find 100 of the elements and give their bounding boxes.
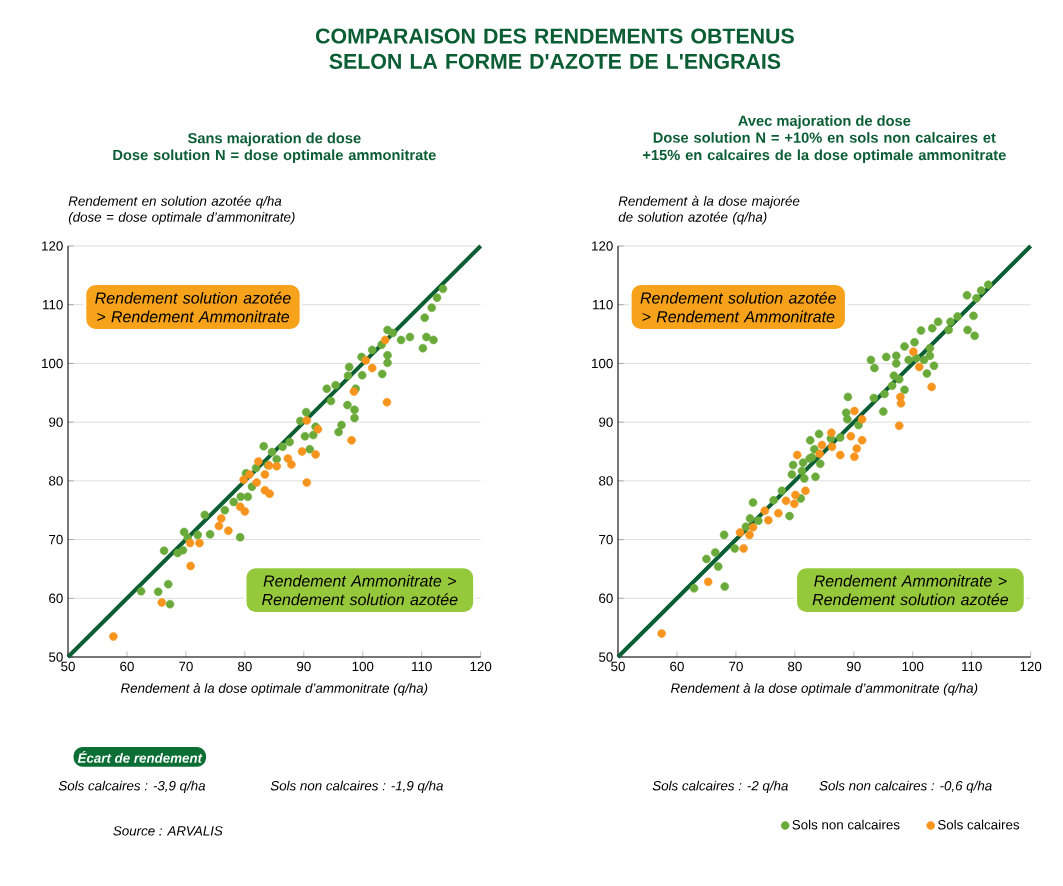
point xyxy=(894,421,904,430)
x-axis-title: Rendement à la dose optimale d’ammonitrate (q/ha) xyxy=(120,682,428,696)
x-tick-label: 50 xyxy=(61,661,75,672)
chart-subtitle: Dose solution N = dose optimale ammonitrate xyxy=(113,149,436,164)
chart-subtitle: Dose solution N = +10% en sols non calcaires et +15% en calcaires de la dose optimale ammonitrate xyxy=(642,132,1006,164)
x-tick-label: 90 xyxy=(847,661,861,672)
point xyxy=(748,522,758,532)
point xyxy=(224,526,233,536)
point xyxy=(835,450,845,460)
y-tick-label: 80 xyxy=(599,476,613,486)
point xyxy=(347,436,356,445)
y-axis-title: Rendement en solution azotée q/ha (dose = dose optimale d’ammonitrate) xyxy=(68,195,295,225)
annotation: Rendement solution azotée > Rendement Ammonitrate xyxy=(95,291,291,323)
point xyxy=(186,561,195,571)
x-tick-label: 60 xyxy=(120,661,134,672)
point xyxy=(739,544,748,553)
point xyxy=(367,363,377,373)
point xyxy=(703,577,713,587)
y-tick-label: 100 xyxy=(42,358,63,369)
point xyxy=(157,598,167,607)
text: COMPARAISON DES RENDEMENTS OBTENUS SELON LA FORME D'AZOTE DE L'ENGRAIS xyxy=(316,28,794,69)
point xyxy=(790,499,799,509)
point xyxy=(850,406,859,416)
x-axis-title: Rendement à la dose optimale d’ammonitrate (q/ha) xyxy=(670,682,978,696)
text: Sols calcaires : -3,9 q/ha xyxy=(58,780,206,794)
annotation: Rendement Ammonitrate > Rendement solution azotée xyxy=(812,574,1009,606)
y-tick-label: 90 xyxy=(49,417,63,427)
x-tick-label: 100 xyxy=(902,661,924,672)
point xyxy=(254,457,263,466)
point xyxy=(896,399,906,408)
y-tick-label: 90 xyxy=(599,417,613,427)
point xyxy=(735,528,745,537)
legend-label: Sols non calcaires xyxy=(792,819,900,830)
chart-title: Avec majoration de dose xyxy=(738,115,911,129)
point xyxy=(302,416,312,425)
y-tick-label: 80 xyxy=(49,476,63,486)
y-tick-label: 70 xyxy=(49,534,63,545)
point xyxy=(311,450,320,459)
point xyxy=(781,496,791,506)
x-tick-label: 90 xyxy=(297,661,311,672)
point xyxy=(791,490,800,500)
point xyxy=(272,461,281,471)
text: Sols calcaires : -2 q/ha xyxy=(652,780,788,794)
point xyxy=(657,629,666,638)
y-tick-label: 110 xyxy=(593,300,613,310)
y-tick-label: 100 xyxy=(592,358,613,369)
point xyxy=(827,442,837,452)
text: Sols non calcaires : -1,9 q/ha xyxy=(270,780,443,794)
x-tick-label: 110 xyxy=(962,661,982,672)
point xyxy=(297,447,307,456)
point xyxy=(302,478,312,487)
text: Écart de rendement xyxy=(77,750,203,763)
y-tick-label: 50 xyxy=(599,652,613,662)
y-tick-label: 110 xyxy=(43,300,63,310)
point xyxy=(109,632,118,641)
point xyxy=(927,382,936,392)
y-tick-label: 70 xyxy=(599,534,613,545)
annotation: Rendement Ammonitrate > Rendement solution azotée xyxy=(262,574,458,606)
point xyxy=(265,489,274,499)
point xyxy=(857,414,867,424)
point xyxy=(846,431,856,441)
point xyxy=(815,449,824,459)
point xyxy=(195,538,204,548)
point xyxy=(792,450,802,460)
point xyxy=(380,335,390,345)
text: Sols non calcaires : -0,6 q/ha xyxy=(819,780,992,794)
y-axis-title: Rendement à la dose majorée de solution azotée (q/ha) xyxy=(618,195,800,225)
x-tick-label: 70 xyxy=(179,661,193,672)
point xyxy=(857,436,867,445)
point xyxy=(185,538,195,548)
y-tick-label: 120 xyxy=(592,241,613,251)
x-tick-label: 120 xyxy=(470,661,492,672)
point xyxy=(764,515,773,525)
point xyxy=(909,347,918,356)
y-tick-label: 60 xyxy=(49,593,63,603)
y-tick-label: 50 xyxy=(49,652,63,662)
point xyxy=(287,460,296,469)
point xyxy=(745,530,754,540)
x-tick-label: 80 xyxy=(238,661,252,672)
y-tick-label: 120 xyxy=(42,241,63,251)
x-tick-label: 120 xyxy=(1020,661,1042,672)
x-tick-label: 100 xyxy=(352,661,374,672)
annotation: Rendement solution azotée > Rendement Ammonitrate xyxy=(640,291,836,323)
point xyxy=(239,475,248,484)
point xyxy=(252,478,261,487)
point xyxy=(217,514,226,523)
x-tick-label: 110 xyxy=(412,661,432,672)
point xyxy=(801,486,810,496)
point xyxy=(361,356,370,365)
x-tick-label: 60 xyxy=(670,661,684,672)
point xyxy=(914,362,924,372)
y-tick-label: 60 xyxy=(599,593,613,603)
point xyxy=(774,508,783,518)
point xyxy=(214,521,224,531)
point xyxy=(760,506,770,516)
point xyxy=(382,397,392,407)
x-tick-label: 80 xyxy=(788,661,802,672)
point xyxy=(240,507,250,516)
point xyxy=(852,444,862,453)
legend-label: Sols calcaires xyxy=(937,819,1020,830)
